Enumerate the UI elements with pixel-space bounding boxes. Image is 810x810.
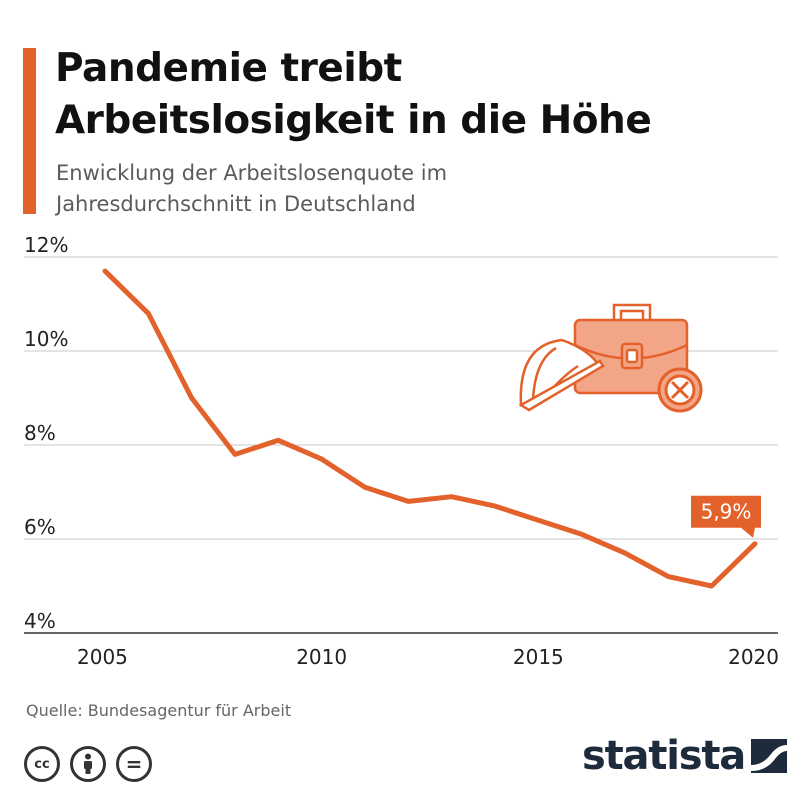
data-point (319, 456, 324, 462)
cancel-icon (657, 367, 703, 413)
data-point (362, 485, 368, 490)
annotation-bubble (691, 495, 761, 538)
data-point (622, 550, 628, 556)
page-title: Pandemie treibt Arbeitslosigkeit in die … (55, 43, 775, 147)
annotation-label: 5,9% (701, 500, 752, 524)
hard-hat-icon (518, 338, 605, 412)
series-line (102, 268, 758, 589)
data-point (146, 311, 151, 316)
page-subtitle: Enwicklung der Arbeitslosenquote im Jahr… (56, 158, 756, 220)
license-icons: cc = (24, 746, 152, 782)
cc-icon[interactable]: cc (24, 746, 60, 782)
data-point (752, 541, 758, 546)
y-tick-label: 6% (24, 515, 56, 539)
y-tick-label: 4% (24, 609, 56, 633)
y-tick-label: 8% (24, 421, 56, 445)
y-tick-label: 12% (24, 233, 68, 257)
data-point (666, 574, 671, 579)
attribution-icon[interactable] (70, 746, 106, 782)
data-point (492, 503, 498, 509)
x-tick-label: 2020 (728, 645, 779, 669)
x-tick-label: 2015 (513, 645, 564, 669)
no-derivatives-icon[interactable]: = (116, 746, 152, 782)
y-tick-label: 10% (24, 327, 68, 351)
data-point (579, 532, 584, 537)
axis-layer: 4% 6% 8% 10% 12% 2005 2010 2015 2020 (24, 233, 779, 669)
title-line-1: Pandemie treibt (55, 46, 402, 91)
title-line-2: Arbeitslosigkeit in die Höhe (55, 98, 652, 143)
subtitle-line-2: Jahresdurchschnitt in Deutschland (56, 192, 416, 216)
data-point (406, 499, 411, 504)
brand-name: statista (582, 733, 746, 779)
data-point (276, 438, 281, 443)
subtitle-line-1: Enwicklung der Arbeitslosenquote im (56, 161, 448, 185)
source-note: Quelle: Bundesagentur für Arbeit (26, 701, 292, 720)
data-point (102, 268, 108, 274)
briefcase-icon (573, 303, 689, 395)
unemployment-illustration (518, 303, 703, 413)
data-point (189, 395, 194, 401)
x-tick-label: 2010 (296, 645, 347, 669)
data-point (449, 494, 454, 499)
x-tick-label: 2005 (77, 645, 128, 669)
accent-bar (23, 48, 36, 214)
statista-mark-icon (751, 739, 788, 773)
line-chart: 4% 6% 8% 10% 12% 2005 2010 2015 2020 5,9% (24, 233, 779, 669)
statista-logo[interactable]: statista (582, 733, 788, 779)
annotation-layer: 5,9% (691, 495, 761, 538)
data-point (232, 452, 238, 457)
data-point (536, 518, 541, 523)
series-layer (102, 268, 758, 589)
data-point (709, 583, 714, 589)
